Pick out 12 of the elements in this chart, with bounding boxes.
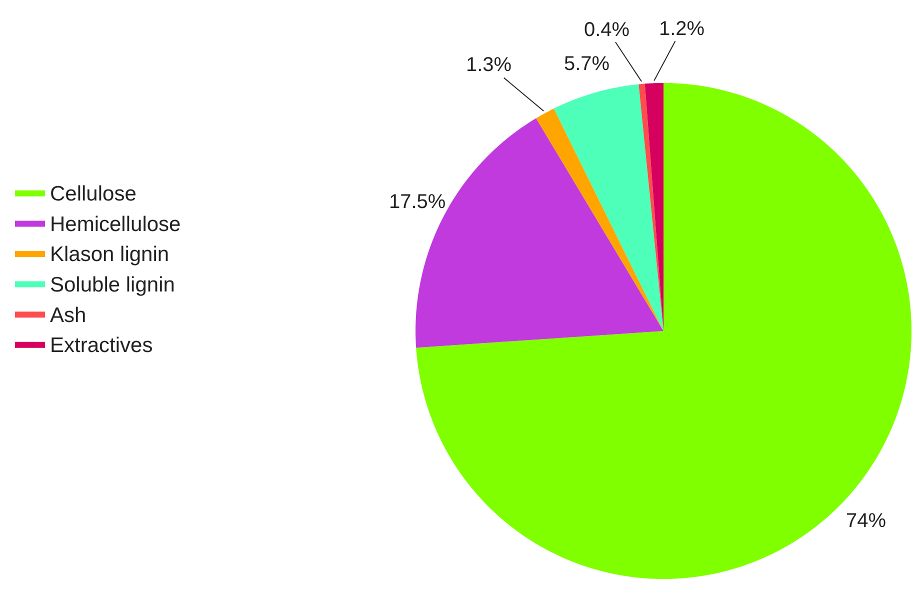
legend-label: Cellulose — [50, 182, 136, 206]
data-label: 0.4% — [584, 19, 630, 41]
data-label: 1.2% — [659, 18, 705, 40]
legend-label: Klason lignin — [50, 243, 170, 266]
data-label: 5.7% — [564, 53, 610, 75]
data-label: 17.5% — [389, 191, 446, 213]
legend-label: Soluble lignin — [50, 273, 175, 296]
legend-label: Ash — [50, 304, 86, 327]
legend-label: Hemicellulose — [50, 212, 181, 236]
data-label: 1.3% — [466, 54, 512, 76]
data-label: 74% — [846, 510, 886, 532]
legend-label: Extractives — [50, 334, 153, 358]
